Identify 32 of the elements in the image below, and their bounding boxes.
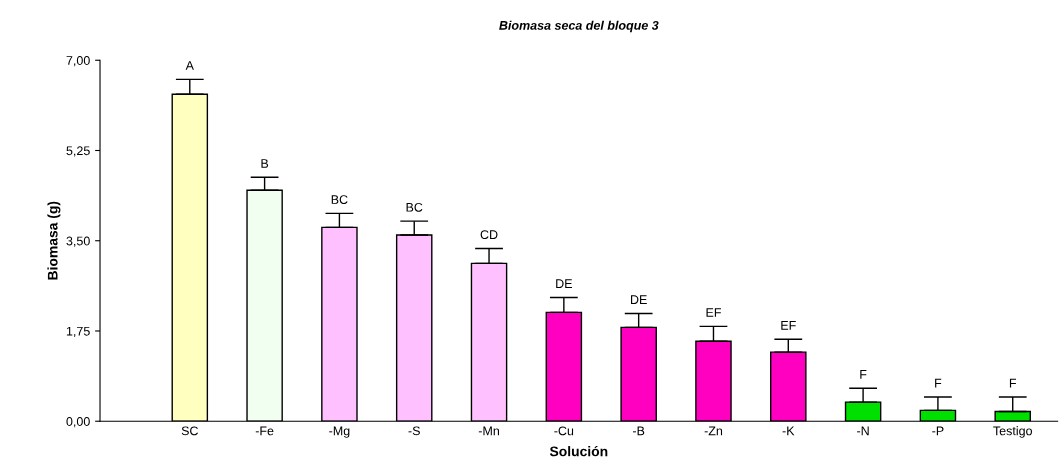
x-tick-label: -Fe xyxy=(255,426,274,436)
chart-title: Biomasa seca del bloque 3 xyxy=(499,20,659,33)
annotation: EF xyxy=(781,321,796,330)
x-tick-label: -K xyxy=(782,426,795,436)
annotation: A xyxy=(185,61,194,70)
x-tick-label: -S xyxy=(408,426,420,436)
annotation: BC xyxy=(406,202,423,212)
y-tick-label: 1,75 xyxy=(66,326,90,338)
y-axis-title: Biomasa (g) xyxy=(47,201,61,280)
y-tick-label: 7,00 xyxy=(66,56,90,67)
x-tick-label: -Mg xyxy=(329,426,350,438)
annotation: DE xyxy=(556,279,572,288)
x-tick-label: -Mn xyxy=(478,426,499,436)
x-tick-label: -Cu xyxy=(554,426,574,436)
x-tick-label: -B xyxy=(632,426,645,436)
x-tick-label: Testigo xyxy=(993,426,1033,438)
annotation: BC xyxy=(331,195,348,204)
y-tick-label: 0,00 xyxy=(66,417,90,428)
x-tick-label: SC xyxy=(181,426,198,436)
annotation: CD xyxy=(480,230,498,240)
x-axis-title: Solución xyxy=(549,445,608,457)
x-tick-label: -P xyxy=(932,426,944,436)
annotation: F xyxy=(1009,378,1017,388)
annotation: DE xyxy=(631,295,647,304)
annotation: F xyxy=(935,378,942,388)
annotation: F xyxy=(860,370,867,379)
x-tick-label: -N xyxy=(857,426,869,436)
x-tick-label: -Zn xyxy=(704,426,723,436)
y-tick-label: 3,50 xyxy=(66,236,90,247)
annotation: EF xyxy=(706,308,721,317)
y-tick-label: 5,25 xyxy=(66,146,90,157)
annotation: B xyxy=(261,159,269,168)
